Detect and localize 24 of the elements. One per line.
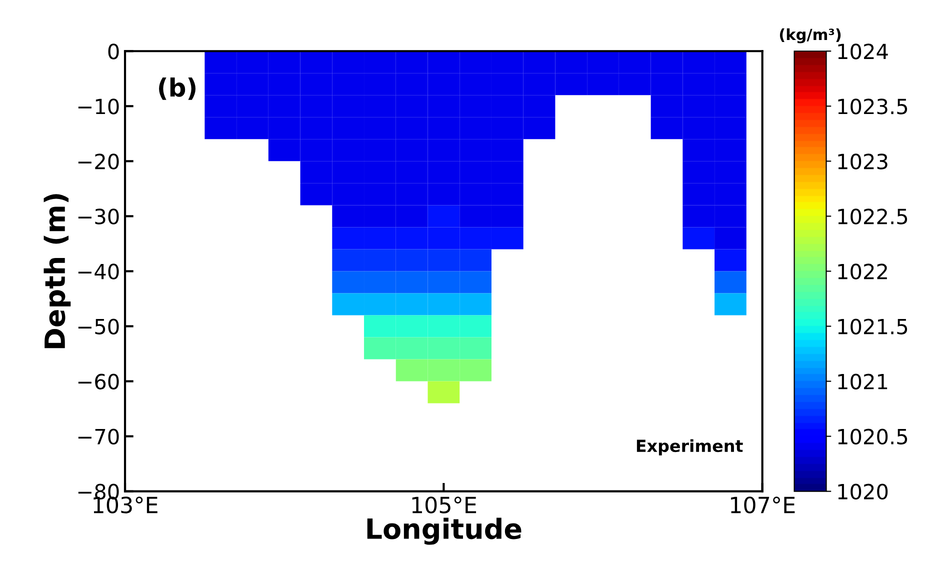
color-bar-label: 1020 — [838, 484, 888, 500]
color-bar-label: 1024 — [838, 44, 888, 60]
x-tick-label: 105°E — [412, 496, 476, 514]
x-axis-title: Longitude — [367, 518, 522, 545]
y-tick-label: 0 — [108, 44, 119, 60]
color-bar-label: 1023.5 — [838, 98, 908, 114]
y-axis-title: Depth (m) — [44, 194, 71, 348]
annotation: (b) — [159, 78, 196, 100]
color-bar-label: 1022.5 — [838, 208, 908, 224]
y-tick-label: −20 — [78, 154, 119, 170]
y-tick-label: −70 — [78, 428, 119, 445]
color-bar-title: (kg/m³) — [780, 28, 841, 44]
color-bar-label: 1022 — [838, 264, 887, 280]
y-tick-label: −10 — [78, 98, 119, 114]
color-bar-label: 1020.5 — [838, 428, 908, 445]
y-tick-label: −60 — [78, 374, 119, 390]
y-tick-label: −50 — [78, 318, 119, 334]
color-bar-label: 1021.5 — [838, 318, 908, 334]
y-tick-label: −40 — [78, 264, 119, 280]
x-tick-label: 107°E — [730, 496, 795, 514]
color-bar-label: 1021 — [838, 374, 888, 390]
annotation: Experiment — [636, 439, 743, 456]
color-bar-label: 1023 — [838, 154, 888, 170]
y-tick-label: −30 — [78, 208, 119, 224]
